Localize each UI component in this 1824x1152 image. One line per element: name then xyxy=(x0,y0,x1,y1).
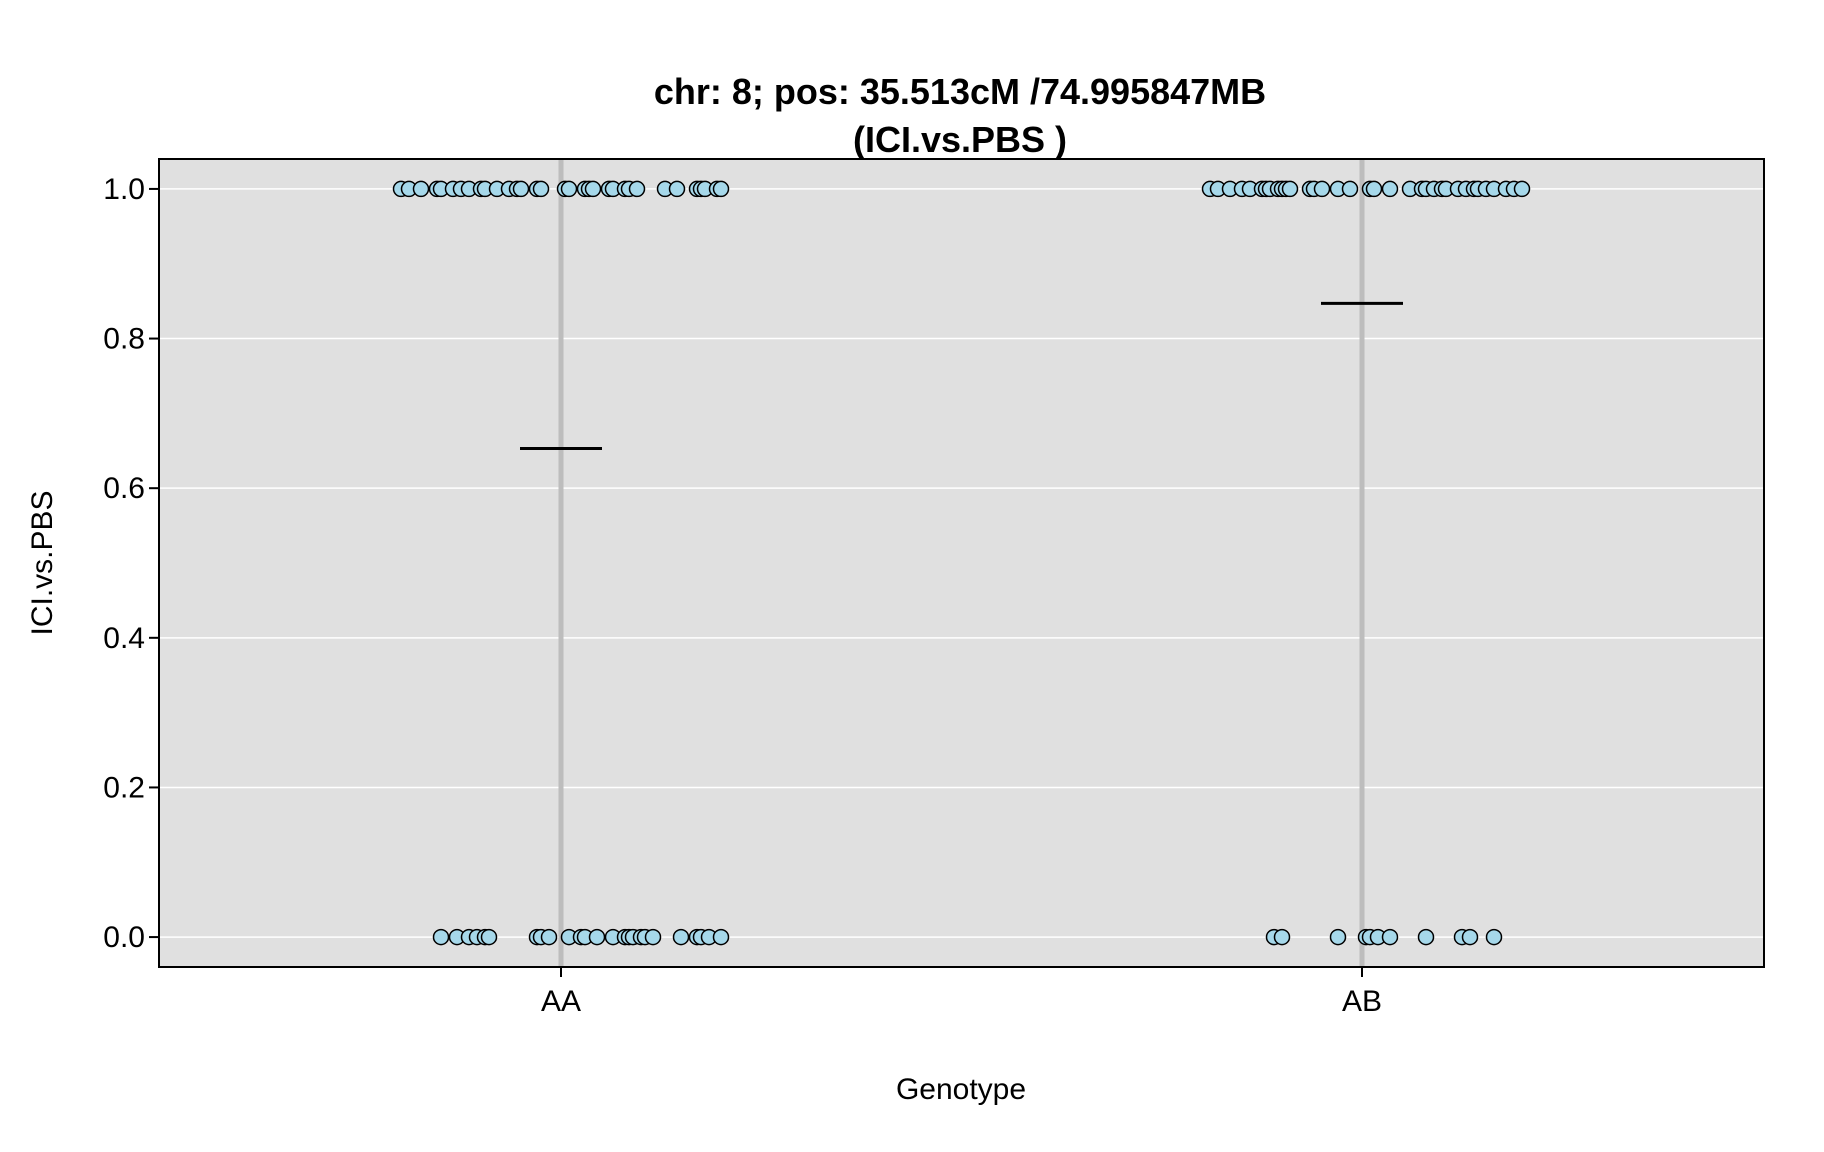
data-point-AA-38 xyxy=(480,928,498,946)
plot-frame xyxy=(158,158,1765,968)
data-point-AA-32 xyxy=(712,180,730,198)
data-point-AA-17 xyxy=(560,180,578,198)
data-point-AB-34 xyxy=(1513,180,1531,198)
y-tick-label-0: 0.0 xyxy=(103,921,145,954)
data-point-AB-41 xyxy=(1381,928,1399,946)
data-point-AA-13 xyxy=(512,180,530,198)
data-point-AA-57 xyxy=(712,928,730,946)
data-point-AB-14 xyxy=(1313,180,1331,198)
data-point-AA-45 xyxy=(588,928,606,946)
data-point-AA-20 xyxy=(584,180,602,198)
y-tick-label-5: 1.0 xyxy=(103,173,145,206)
chart-title: chr: 8; pos: 35.513cM /74.995847MB xyxy=(654,71,1266,112)
data-point-AB-16 xyxy=(1341,180,1359,198)
data-point-AA-25 xyxy=(628,180,646,198)
category-lines xyxy=(558,159,1365,967)
x-axis-label: Genotype xyxy=(896,1073,1026,1106)
data-point-AA-33 xyxy=(432,928,450,946)
data-point-AB-45 xyxy=(1485,928,1503,946)
data-point-AB-11 xyxy=(1281,180,1299,198)
data-point-AB-19 xyxy=(1381,180,1399,198)
y-tick-label-2: 0.4 xyxy=(103,622,145,655)
plot-background xyxy=(159,159,1764,967)
y-axis-label: ICI.vs.PBS xyxy=(26,490,59,635)
data-point-AA-53 xyxy=(672,928,690,946)
chart-subtitle: (ICI.vs.PBS ) xyxy=(853,119,1067,160)
data-point-AB-36 xyxy=(1273,928,1291,946)
x-axis: AA AB xyxy=(541,967,1382,1018)
data-point-AB-37 xyxy=(1329,928,1347,946)
data-point-AA-27 xyxy=(668,180,686,198)
x-tick-label-AA: AA xyxy=(541,985,581,1018)
data-point-AB-44 xyxy=(1461,928,1479,946)
x-tick-label-AB: AB xyxy=(1342,985,1382,1018)
y-tick-label-3: 0.6 xyxy=(103,472,145,505)
data-point-AB-42 xyxy=(1417,928,1435,946)
data-point-AB-18 xyxy=(1365,180,1383,198)
y-tick-label-4: 0.8 xyxy=(103,323,145,356)
data-point-AA-2 xyxy=(412,180,430,198)
y-tick-label-1: 0.2 xyxy=(103,771,145,804)
data-point-AA-15 xyxy=(532,180,550,198)
y-axis: 0.0 0.2 0.4 0.6 0.8 1.0 xyxy=(103,173,159,954)
data-points xyxy=(392,180,1531,946)
group-means xyxy=(520,301,1403,451)
data-point-AA-52 xyxy=(644,928,662,946)
data-point-AA-41 xyxy=(540,928,558,946)
